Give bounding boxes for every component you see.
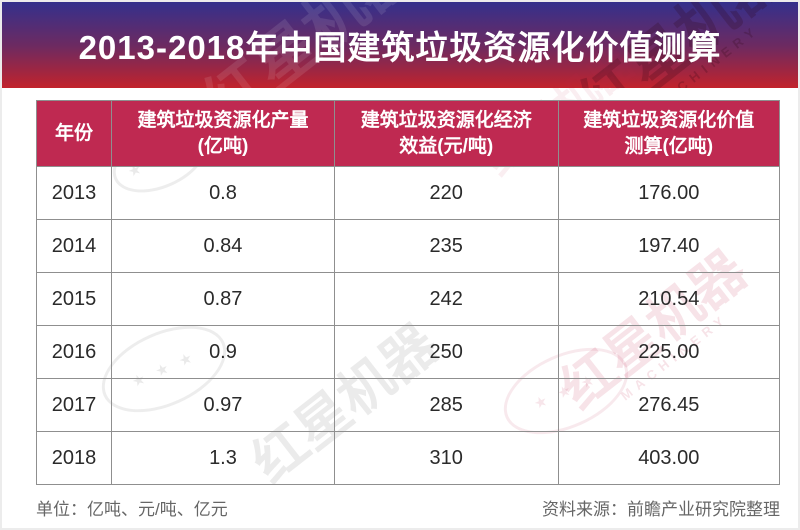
- col-header-line1: 年份: [55, 122, 94, 144]
- cell-value: 403.00: [557, 431, 781, 485]
- cell-output: 0.9: [111, 325, 335, 379]
- table-head: 年份 建筑垃圾资源化产量 (亿吨) 建筑垃圾资源化经济 效益(元/吨) 建筑垃圾…: [35, 100, 781, 167]
- col-header-line2: 效益(元/吨): [399, 135, 494, 157]
- col-header-line2: (亿吨): [197, 135, 249, 157]
- footer: 单位：亿吨、元/吨、亿元 资料来源：前瞻产业研究院整理: [36, 495, 780, 520]
- header-row: 年份 建筑垃圾资源化产量 (亿吨) 建筑垃圾资源化经济 效益(元/吨) 建筑垃圾…: [35, 100, 781, 167]
- cell-output: 1.3: [111, 431, 335, 485]
- cell-year: 2013: [35, 166, 113, 220]
- cell-output: 0.84: [111, 219, 335, 273]
- table-body: 2013 0.8 220 176.00 2014 0.84 235 197.40…: [35, 166, 781, 485]
- table-row: 2018 1.3 310 403.00: [35, 431, 781, 485]
- cell-output: 0.97: [111, 378, 335, 432]
- cell-benefit: 250: [333, 325, 559, 379]
- cell-benefit: 310: [333, 431, 559, 485]
- cell-benefit: 242: [333, 272, 559, 326]
- units-note: 单位：亿吨、元/吨、亿元: [36, 500, 228, 519]
- page-title: 2013-2018年中国建筑垃圾资源化价值测算: [78, 29, 722, 66]
- table-row: 2013 0.8 220 176.00: [35, 166, 781, 220]
- cell-benefit: 235: [333, 219, 559, 273]
- cell-value: 225.00: [557, 325, 781, 379]
- cell-year: 2014: [35, 219, 113, 273]
- cell-benefit: 285: [333, 378, 559, 432]
- table-row: 2014 0.84 235 197.40: [35, 219, 781, 273]
- cell-output: 0.8: [111, 166, 335, 220]
- cell-year: 2017: [35, 378, 113, 432]
- table-zone: 年份 建筑垃圾资源化产量 (亿吨) 建筑垃圾资源化经济 效益(元/吨) 建筑垃圾…: [35, 100, 781, 485]
- cell-value: 197.40: [557, 219, 781, 273]
- cell-value: 276.45: [557, 378, 781, 432]
- col-header-line1: 建筑垃圾资源化产量: [137, 109, 309, 131]
- col-header-value: 建筑垃圾资源化价值 测算(亿吨): [557, 100, 781, 167]
- cell-year: 2015: [35, 272, 113, 326]
- value-estimation-table: 年份 建筑垃圾资源化产量 (亿吨) 建筑垃圾资源化经济 效益(元/吨) 建筑垃圾…: [35, 100, 781, 485]
- col-header-output: 建筑垃圾资源化产量 (亿吨): [111, 100, 335, 167]
- table-row: 2017 0.97 285 276.45: [35, 378, 781, 432]
- col-header-line1: 建筑垃圾资源化经济: [360, 109, 532, 131]
- col-header-year: 年份: [35, 100, 113, 167]
- table-row: 2016 0.9 250 225.00: [35, 325, 781, 379]
- source-note: 资料来源：前瞻产业研究院整理: [542, 500, 780, 519]
- col-header-line2: 测算(亿吨): [624, 135, 714, 157]
- title-banner: 红星机器 红星机器 MACHINERY 2013-2018年中国建筑垃圾资源化价…: [2, 2, 798, 88]
- cell-benefit: 220: [333, 166, 559, 220]
- cell-output: 0.87: [111, 272, 335, 326]
- cell-year: 2018: [35, 431, 113, 485]
- table-row: 2015 0.87 242 210.54: [35, 272, 781, 326]
- cell-year: 2016: [35, 325, 113, 379]
- col-header-line1: 建筑垃圾资源化价值: [583, 109, 755, 131]
- col-header-benefit: 建筑垃圾资源化经济 效益(元/吨): [333, 100, 559, 167]
- cell-value: 176.00: [557, 166, 781, 220]
- cell-value: 210.54: [557, 272, 781, 326]
